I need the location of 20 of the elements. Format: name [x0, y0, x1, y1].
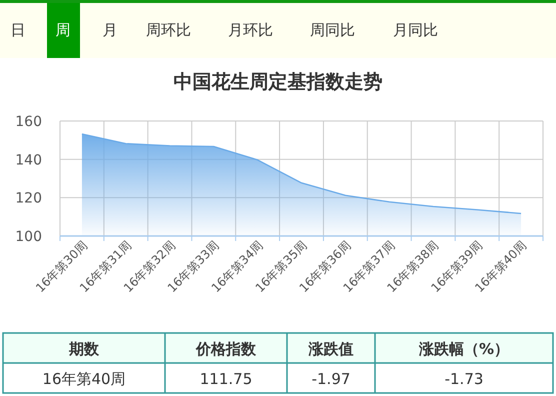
text: 月环比: [228, 21, 273, 39]
text: 周: [56, 21, 70, 39]
text: -1.73: [444, 370, 484, 388]
text: 月: [102, 21, 118, 39]
text: 周同比: [310, 21, 355, 39]
chart-title: 中国花生周定基指数走势: [174, 71, 382, 93]
y-tick-label: 160: [15, 114, 42, 130]
y-tick-label: 120: [15, 190, 42, 207]
text: 涨跌值: [308, 340, 354, 358]
y-tick-label: 100: [15, 229, 42, 245]
text: -1.97: [312, 370, 350, 388]
text: 期数: [68, 340, 100, 358]
text: 16年第40周: [42, 370, 126, 388]
text: 月同比: [393, 21, 438, 39]
text: 涨跌幅（%）: [418, 340, 510, 358]
text: 周环比: [146, 21, 191, 39]
text: 日: [10, 21, 26, 39]
y-tick-label: 140: [15, 152, 42, 168]
text: 111.75: [200, 370, 252, 388]
text: 价格指数: [195, 340, 257, 358]
